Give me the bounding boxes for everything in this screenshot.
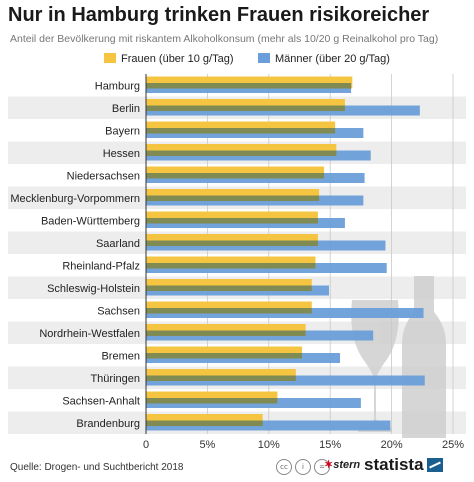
bar-overlap: [146, 398, 278, 404]
statista-logo: statista: [364, 455, 443, 475]
bar-overlap: [146, 218, 318, 224]
bar-overlap: [146, 308, 312, 314]
x-tick-label: 10%: [258, 439, 280, 451]
x-tick-label: 15%: [319, 439, 341, 451]
legend-swatch-maenner: [258, 53, 270, 63]
cc-icon: cc: [276, 459, 292, 475]
bar-overlap: [146, 353, 302, 359]
category-label: Brandenburg: [76, 418, 140, 430]
bar-overlap: [146, 150, 337, 156]
bar-overlap: [146, 375, 296, 381]
bottle-silhouette: [402, 276, 446, 438]
category-label: Bremen: [101, 350, 140, 362]
statista-mark-icon: [426, 458, 443, 472]
category-label: Hamburg: [95, 80, 140, 92]
category-label: Niedersachsen: [67, 170, 140, 182]
bar-overlap: [146, 330, 306, 336]
category-label: Nordrhein-Westfalen: [39, 328, 140, 340]
category-label: Baden-Württemberg: [41, 215, 140, 227]
bar-overlap: [146, 128, 336, 134]
bar-overlap: [146, 173, 325, 179]
legend-swatch-frauen: [104, 53, 116, 63]
category-label: Schleswig-Holstein: [47, 283, 140, 295]
by-icon: i: [295, 459, 311, 475]
stern-logo: ✶stern: [324, 459, 361, 471]
category-label: Rheinland-Pfalz: [62, 260, 140, 272]
chart-subtitle: Anteil der Bevölkerung mit riskantem Alk…: [10, 33, 439, 45]
bar-overlap: [146, 420, 263, 426]
star-icon: ✶: [324, 459, 334, 471]
category-label: Hessen: [103, 148, 140, 160]
legend-label-frauen: Frauen (über 10 g/Tag): [121, 53, 234, 65]
bar-overlap: [146, 240, 318, 246]
nd-icon: =: [314, 459, 330, 475]
category-label: Sachsen-Anhalt: [62, 395, 140, 407]
x-tick-label: 20%: [381, 439, 403, 451]
legend-label-maenner: Männer (über 20 g/Tag): [275, 53, 390, 65]
chart-title: Nur in Hamburg trinken Frauen risikoreic…: [8, 4, 430, 26]
bar-overlap: [146, 285, 312, 291]
bar-overlap: [146, 83, 352, 89]
category-label: Thüringen: [90, 373, 140, 385]
category-label: Sachsen: [97, 305, 140, 317]
source-note: Quelle: Drogen- und Suchtbericht 2018: [10, 462, 184, 473]
bar-maenner: [146, 420, 391, 431]
category-label: Bayern: [105, 125, 140, 137]
license-icons: cc i =: [276, 459, 330, 475]
x-tick-label: 5%: [199, 439, 215, 451]
bar-overlap: [146, 263, 316, 269]
x-tick-label: 25%: [442, 439, 464, 451]
category-label: Berlin: [112, 103, 140, 115]
bar-overlap: [146, 195, 320, 201]
x-tick-label: 0: [143, 439, 149, 451]
bar-overlap: [146, 105, 345, 111]
category-label: Mecklenburg-Vorpommern: [10, 193, 140, 205]
category-label: Saarland: [96, 238, 140, 250]
